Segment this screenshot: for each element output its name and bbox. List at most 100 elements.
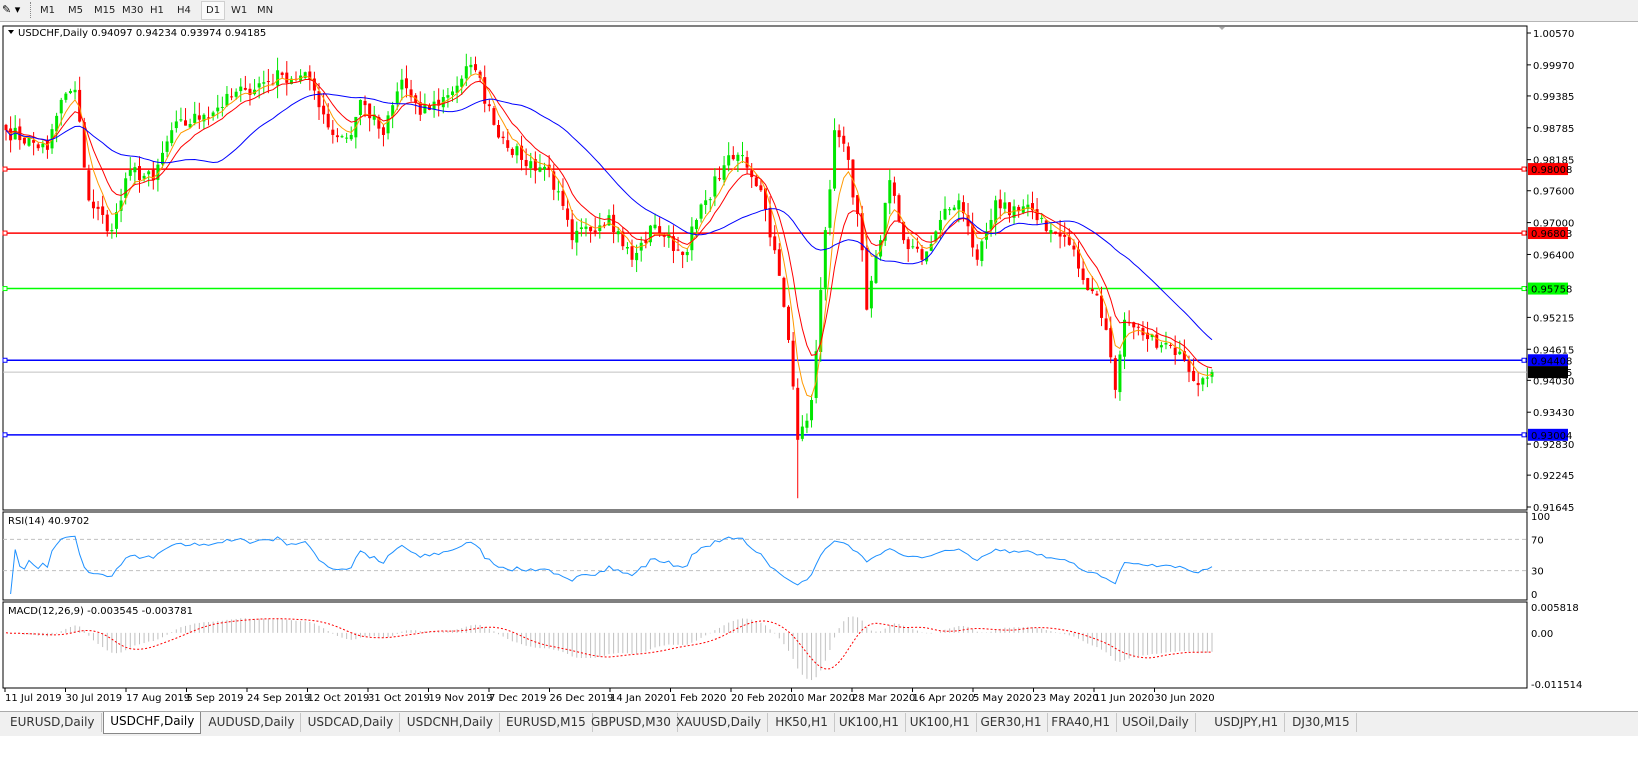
candle-body (41, 143, 45, 148)
timeframe-h1[interactable]: H1 (150, 5, 164, 16)
line-anchor-handle[interactable] (1521, 230, 1527, 236)
macd-histogram (10, 616, 1213, 681)
line-anchor-handle[interactable] (2, 432, 8, 438)
chart-tab[interactable]: UK100,H1 (904, 713, 977, 732)
line-anchor-handle[interactable] (2, 166, 8, 172)
date-tick-label: 30 Jun 2020 (1155, 693, 1215, 704)
candle-body (1086, 278, 1090, 291)
candle-body (731, 154, 735, 160)
candle-body (207, 117, 211, 119)
chart-tab[interactable]: AUDUSD,Daily (202, 713, 302, 732)
candle (349, 126, 353, 141)
timeframe-m15[interactable]: M15 (94, 5, 116, 16)
candle (506, 129, 510, 152)
candle-body (814, 351, 818, 398)
candle (860, 205, 864, 262)
candle-body (427, 105, 431, 110)
candle-body (82, 122, 86, 168)
candle (593, 217, 597, 237)
candle (740, 141, 744, 163)
chart-tab[interactable]: HK50,H1 (769, 713, 835, 732)
line-anchor-handle[interactable] (1521, 432, 1527, 438)
timeframe-mn[interactable]: MN (257, 5, 274, 16)
candle (483, 65, 487, 113)
candle (616, 227, 620, 243)
chart-tab[interactable]: USDCHF,Daily (103, 712, 202, 734)
line-anchor-handle[interactable] (1521, 357, 1527, 363)
candle (197, 102, 201, 129)
chart-window[interactable]: 1.00570 0.99970 0.99385 0.98785 0.98185 0.976… (0, 21, 1638, 711)
chart-tab[interactable]: DJ30,M15 (1286, 713, 1357, 732)
timeframe-d1[interactable]: D1 (201, 1, 226, 20)
chart-tab[interactable]: GBPUSD,M30 (585, 713, 678, 732)
price-tick-label: 0.91645 (1533, 503, 1574, 514)
candle (207, 106, 211, 126)
candle-body (533, 159, 537, 171)
timeframe-w1[interactable]: W1 (231, 5, 248, 16)
candle-body (358, 99, 362, 115)
chart-tab[interactable]: EURUSD,M15 (500, 713, 593, 732)
candle-body (856, 195, 860, 215)
line-anchor-handle[interactable] (2, 357, 8, 363)
candle-body (432, 101, 436, 110)
chart-tab[interactable]: EURUSD,Daily (4, 713, 102, 732)
candle-body (386, 115, 390, 134)
chart-tabs: EURUSD,Daily USDCHF,Daily AUDUSD,Daily USDC… (0, 711, 1638, 736)
candle-body (211, 112, 215, 117)
chart-tab[interactable]: USDCAD,Daily (302, 713, 401, 732)
ma-mid-line (5, 79, 1213, 369)
candle-body (948, 209, 952, 211)
candle-body (114, 212, 118, 229)
candle (1173, 335, 1177, 365)
chart-tab[interactable]: GER30,H1 (975, 713, 1049, 732)
chart-tab[interactable]: FRA40,H1 (1045, 713, 1118, 732)
line-anchor-handle[interactable] (1521, 166, 1527, 172)
macd-tick-label: -0.011514 (1531, 680, 1582, 691)
rsi-panel (2, 511, 1528, 601)
chart-tab[interactable]: XAUUSD,Daily (670, 713, 769, 732)
candle-body (377, 116, 381, 129)
candle (225, 86, 229, 108)
candle (722, 155, 726, 186)
timeframe-m5[interactable]: M5 (68, 5, 83, 16)
candle (460, 75, 464, 95)
candle-body (1132, 322, 1136, 328)
candle-body (547, 164, 551, 171)
drawing-tool-icon[interactable]: ✎ ▾ (2, 3, 21, 16)
candle-body (998, 199, 1002, 209)
candle (1169, 342, 1173, 349)
candle-body (55, 115, 59, 132)
candle (589, 226, 593, 243)
timeframe-m1[interactable]: M1 (40, 5, 55, 16)
line-anchor-handle[interactable] (1521, 286, 1527, 292)
line-anchor-handle[interactable] (2, 286, 8, 292)
chart-tab[interactable]: UK100,H1 (833, 713, 906, 732)
collapse-triangle-icon (8, 30, 14, 34)
chart-tab[interactable]: USDCNH,Daily (401, 713, 500, 732)
candle (961, 195, 965, 222)
timeframe-m30[interactable]: M30 (122, 5, 144, 16)
candle-body (91, 201, 95, 209)
chart-tab[interactable]: USDJPY,H1 (1208, 713, 1286, 732)
candle (837, 124, 841, 148)
candle (501, 131, 505, 145)
candle-body (846, 146, 850, 160)
chart-tab[interactable]: USOil,Daily (1116, 713, 1196, 732)
price-tick-label: 0.94615 (1533, 345, 1574, 356)
candle (575, 221, 579, 256)
candle (492, 106, 496, 126)
candle-body (455, 85, 459, 93)
candle (906, 236, 910, 262)
candle-body (566, 208, 570, 220)
candle-body (837, 130, 841, 138)
candle (823, 226, 827, 301)
candle-body (1030, 203, 1034, 211)
candle (943, 196, 947, 221)
candle (96, 201, 100, 221)
candle (455, 76, 459, 104)
timeframe-h4[interactable]: H4 (177, 5, 191, 16)
candle-body (437, 99, 441, 106)
candle-body (1164, 342, 1168, 345)
line-anchor-handle[interactable] (2, 230, 8, 236)
candle (446, 87, 450, 108)
